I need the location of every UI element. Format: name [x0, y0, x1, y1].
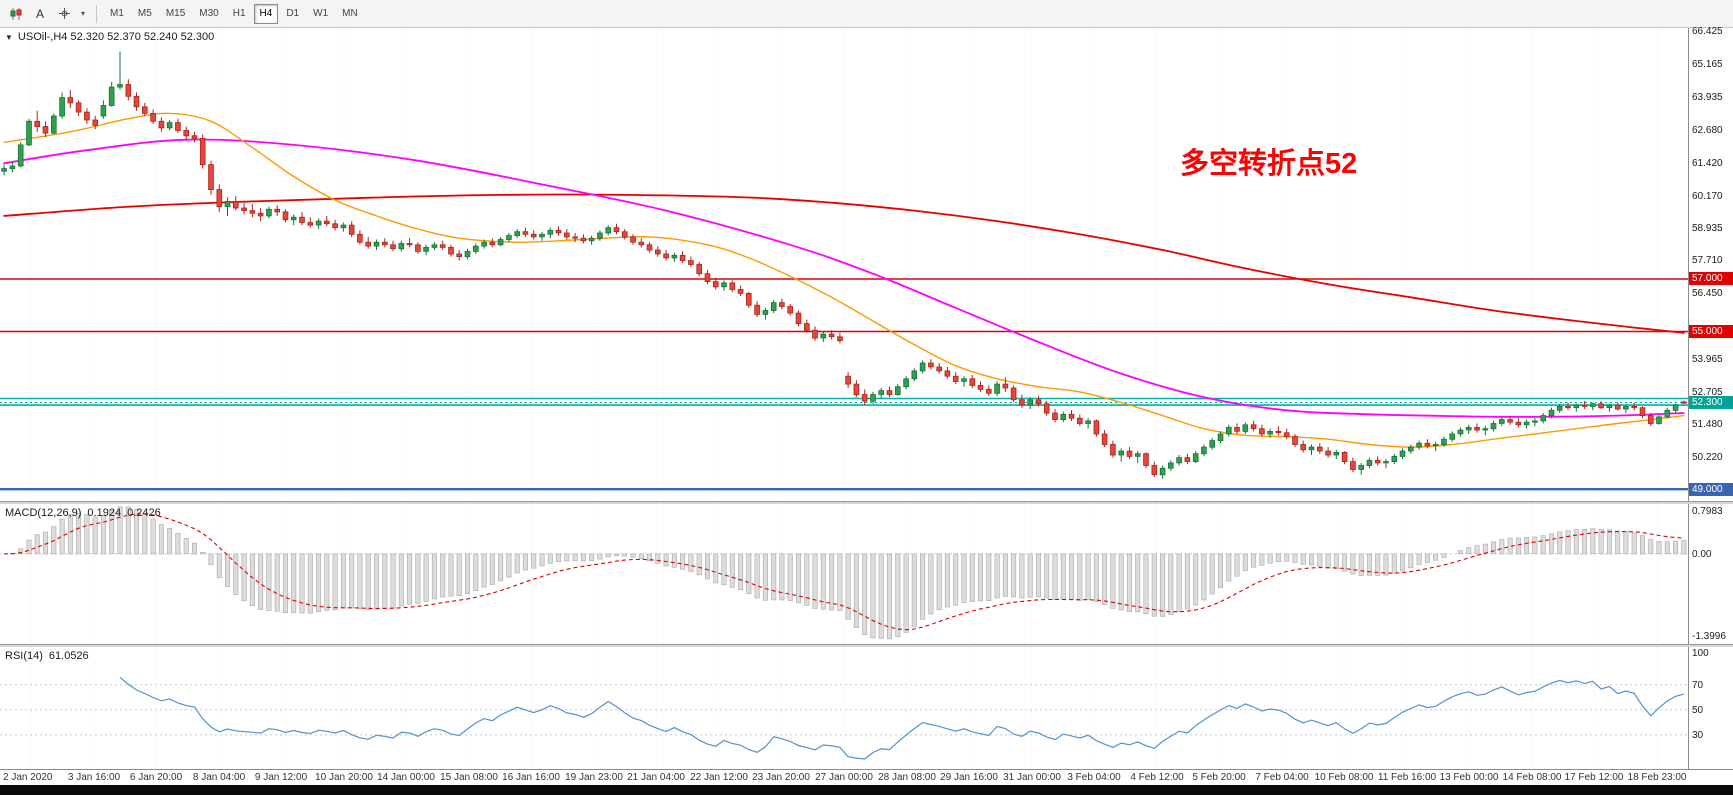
panel-splitter-macd[interactable]: [0, 501, 1733, 504]
date-label: 29 Jan 16:00: [940, 772, 998, 783]
dropdown-caret-icon[interactable]: ▾: [77, 3, 89, 25]
macd-tick-bottom: -1.3996: [1692, 631, 1726, 642]
date-label: 11 Feb 16:00: [1377, 772, 1437, 783]
timeframe-button-d1[interactable]: D1: [280, 4, 305, 24]
crosshair-icon[interactable]: [53, 3, 75, 25]
rsi-name: RSI(14): [5, 650, 43, 662]
macd-label: MACD(12,26,9) 0.1924 0.2426: [5, 507, 161, 519]
timeframe-button-w1[interactable]: W1: [307, 4, 334, 24]
price-tick: 50.220: [1692, 452, 1723, 463]
macd-canvas[interactable]: [0, 504, 1688, 649]
hline-price-tag: 55.000: [1689, 325, 1733, 338]
timeframe-button-m5[interactable]: M5: [132, 4, 158, 24]
price-tick: 57.710: [1692, 255, 1723, 266]
date-label: 8 Jan 04:00: [192, 772, 246, 783]
date-label: 17 Feb 12:00: [1564, 772, 1624, 783]
hline-price-tag: 49.000: [1689, 483, 1733, 496]
date-label: 5 Feb 20:00: [1192, 772, 1246, 783]
timeframe-button-m15[interactable]: M15: [160, 4, 191, 24]
price-chart-canvas[interactable]: [0, 28, 1688, 506]
rsi-panel[interactable]: 100 70 50 30 RSI(14) 61.0526: [0, 647, 1733, 769]
date-label: 31 Jan 00:00: [1003, 772, 1061, 783]
price-tick: 53.965: [1692, 354, 1723, 365]
date-label: 10 Jan 20:00: [315, 772, 373, 783]
date-label: 14 Jan 00:00: [377, 772, 435, 783]
date-label: 13 Feb 00:00: [1439, 772, 1499, 783]
date-label: 22 Jan 12:00: [690, 772, 748, 783]
macd-tick-top: 0.7983: [1692, 506, 1723, 517]
text-label-tool[interactable]: A: [29, 3, 51, 25]
macd-tick-zero: 0.00: [1692, 549, 1712, 560]
chart-type-icon[interactable]: [5, 3, 27, 25]
timeframe-button-m1[interactable]: M1: [104, 4, 130, 24]
top-toolbar: A ▾ M1 M5 M15 M30 H1 H4 D1 W1 MN: [0, 0, 1733, 28]
date-label: 3 Feb 04:00: [1067, 772, 1121, 783]
date-label: 16 Jan 16:00: [502, 772, 560, 783]
date-label: 10 Feb 08:00: [1314, 772, 1374, 783]
bottom-bar: [0, 785, 1733, 795]
price-tick: 51.480: [1692, 419, 1723, 430]
timeframe-button-h4[interactable]: H4: [253, 3, 279, 24]
price-tick: 66.425: [1692, 26, 1723, 37]
date-label: 21 Jan 04:00: [627, 772, 685, 783]
price-tick: 60.170: [1692, 191, 1723, 202]
timeframe-button-m30[interactable]: M30: [193, 4, 224, 24]
date-label: 14 Feb 08:00: [1502, 772, 1562, 783]
date-label: 6 Jan 20:00: [129, 772, 183, 783]
rsi-canvas[interactable]: [0, 647, 1688, 774]
candlestick-glyph: [10, 7, 22, 20]
date-label: 15 Jan 08:00: [440, 772, 498, 783]
date-label: 7 Feb 04:00: [1255, 772, 1309, 783]
macd-panel[interactable]: 0.7983 0.00 -1.3996 MACD(12,26,9) 0.1924 0…: [0, 504, 1733, 644]
macd-signal-value: 0.2426: [127, 507, 161, 519]
rsi-tick: 70: [1692, 680, 1704, 691]
rsi-axis[interactable]: 100 70 50 30: [1688, 647, 1733, 769]
price-tick: 63.935: [1692, 92, 1723, 103]
panel-splitter-rsi[interactable]: [0, 644, 1733, 647]
date-label: 23 Jan 20:00: [752, 772, 810, 783]
symbol-quote-text: USOil-,H4 52.320 52.370 52.240 52.300: [17, 31, 215, 43]
crosshair-glyph: [58, 8, 70, 19]
rsi-label: RSI(14) 61.0526: [5, 650, 89, 662]
rsi-value: 61.0526: [48, 650, 89, 662]
timeframe-button-group: M1 M5 M15 M30 H1 H4 D1 W1 MN: [103, 3, 365, 24]
rsi-tick: 30: [1692, 730, 1704, 741]
macd-name: MACD(12,26,9): [5, 507, 82, 519]
rsi-tick: 100: [1692, 648, 1709, 659]
main-chart-panel[interactable]: 66.425 65.165 63.935 62.680 61.420 60.170 58.9…: [0, 26, 1733, 501]
hline-price-tag: 57.000: [1689, 272, 1733, 285]
current-price-tag: 52.300: [1689, 396, 1733, 409]
macd-main-value: 0.1924: [87, 507, 122, 519]
date-label: 28 Jan 08:00: [878, 772, 936, 783]
price-tick: 56.450: [1692, 288, 1723, 299]
price-tick: 62.680: [1692, 125, 1723, 136]
rsi-tick: 50: [1692, 705, 1704, 716]
date-label: 19 Jan 23:00: [565, 772, 623, 783]
price-tick: 61.420: [1692, 158, 1723, 169]
date-label: 2 Jan 2020: [3, 772, 53, 783]
date-label: 3 Jan 16:00: [67, 772, 121, 783]
price-tick: 52.705: [1692, 387, 1723, 398]
date-label: 4 Feb 12:00: [1130, 772, 1184, 783]
price-axis[interactable]: 66.425 65.165 63.935 62.680 61.420 60.170 58.9…: [1688, 26, 1733, 501]
macd-axis[interactable]: 0.7983 0.00 -1.3996: [1688, 504, 1733, 644]
date-label: 27 Jan 00:00: [815, 772, 873, 783]
timeframe-button-h1[interactable]: H1: [227, 4, 252, 24]
price-tick: 65.165: [1692, 59, 1723, 70]
chart-symbol-header: ▼ USOil-,H4 52.320 52.370 52.240 52.300: [5, 31, 214, 43]
timeframe-button-mn[interactable]: MN: [336, 4, 364, 24]
toolbar-separator: [96, 4, 98, 23]
price-tick: 58.935: [1692, 223, 1723, 234]
date-label: 18 Feb 23:00: [1627, 772, 1687, 783]
collapse-triangle-icon[interactable]: ▼: [5, 32, 13, 42]
date-label: 9 Jan 12:00: [254, 772, 308, 783]
chart-annotation-text: 多空转折点52: [1180, 148, 1358, 180]
time-axis[interactable]: 2 Jan 2020 3 Jan 16:00 6 Jan 20:00 8 Jan 04…: [0, 769, 1733, 785]
